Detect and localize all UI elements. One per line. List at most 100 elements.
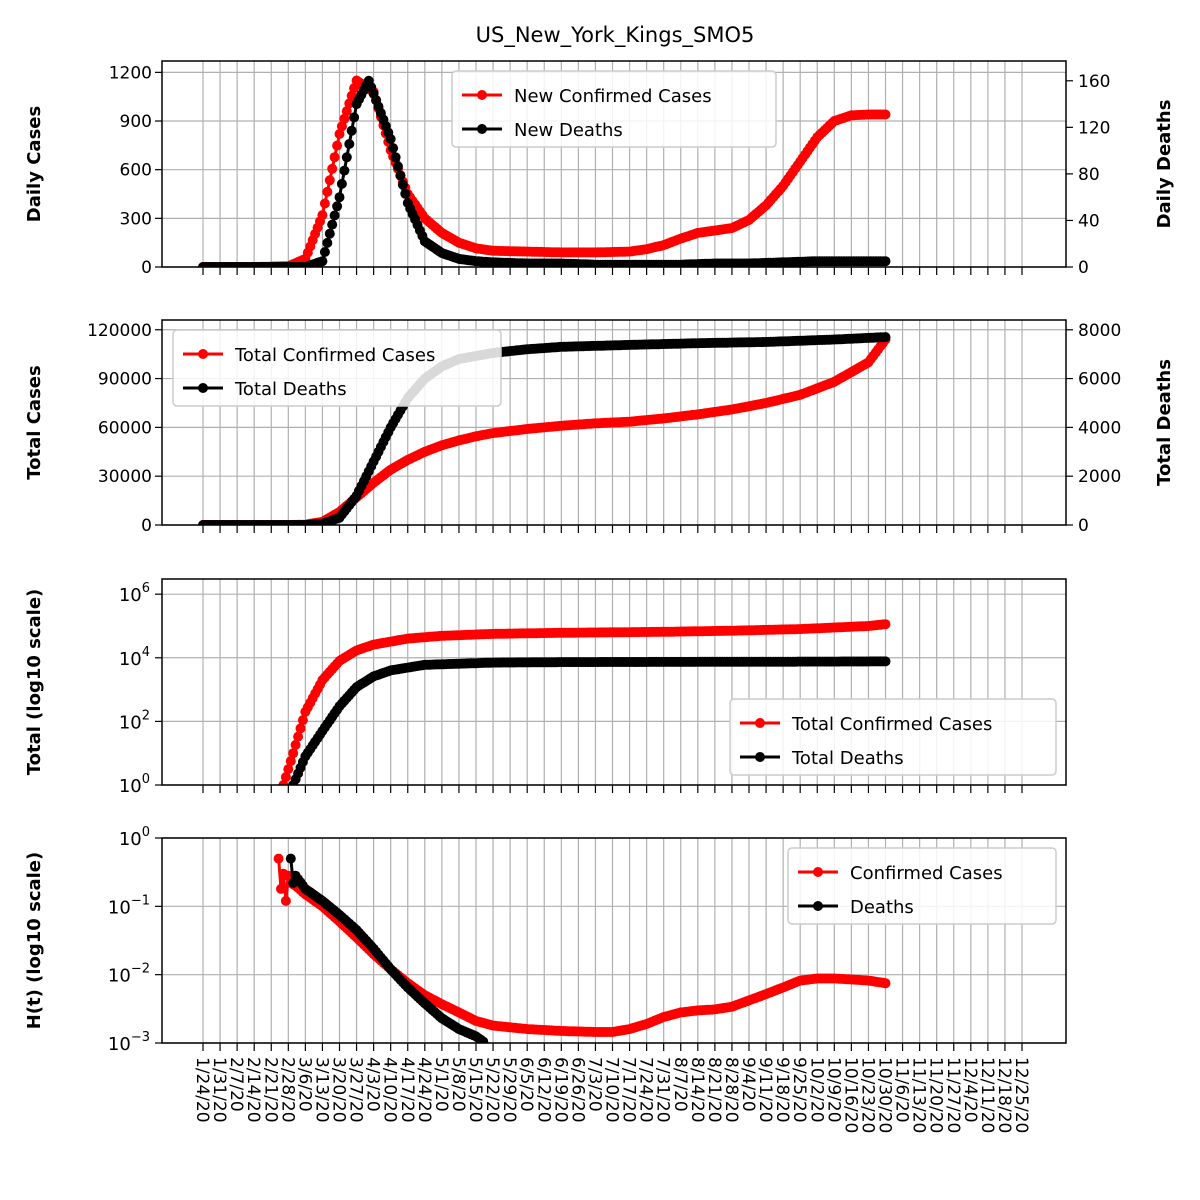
- series-point: [339, 113, 350, 124]
- y-tick-label: 90000: [98, 370, 152, 390]
- series-point: [478, 1036, 489, 1043]
- x-tick-label: 11/20/20: [926, 1057, 946, 1133]
- y-tick-label: 10−2: [108, 962, 150, 987]
- x-tick-label: 4/10/20: [380, 1057, 400, 1123]
- series-point: [322, 237, 333, 248]
- series-point: [344, 98, 355, 109]
- series-group: [273, 853, 891, 1043]
- x-tick-label: 1/24/20: [192, 1057, 212, 1123]
- y-right-tick-label: 0: [1078, 516, 1089, 536]
- y-tick-label: 900: [120, 112, 152, 132]
- series-point: [388, 143, 399, 154]
- series-point: [285, 756, 296, 767]
- y-right-tick-label: 120: [1078, 118, 1110, 138]
- series-point: [324, 175, 335, 186]
- x-tick-label: 3/20/20: [329, 1057, 349, 1123]
- legend-label: Confirmed Cases: [850, 863, 1003, 884]
- x-tick-label: 3/13/20: [311, 1057, 331, 1123]
- legend-label: New Deaths: [514, 120, 623, 141]
- x-tick-label: 12/25/20: [1011, 1057, 1031, 1133]
- x-tick-label: 3/27/20: [346, 1057, 366, 1123]
- y-tick-label: 104: [119, 645, 150, 670]
- y-tick-label: 10−3: [108, 1030, 150, 1055]
- series-point: [332, 140, 343, 151]
- y-tick-label: 1200: [109, 63, 152, 83]
- x-tick-label: 7/17/20: [619, 1057, 639, 1123]
- x-tick-label: 4/24/20: [414, 1057, 434, 1123]
- legend-label: Total Deaths: [234, 379, 347, 400]
- series-point: [339, 165, 350, 176]
- x-tick-label: 5/8/20: [448, 1057, 468, 1112]
- series-point: [327, 163, 338, 174]
- y-right-tick-label: 0: [1078, 258, 1089, 278]
- series-point: [295, 723, 306, 734]
- y-tick-label: 100: [119, 772, 150, 797]
- legend: Total Confirmed Cases Total Deaths: [172, 329, 502, 407]
- series-point: [317, 256, 328, 267]
- series-point: [344, 139, 355, 149]
- x-tick-label: 6/12/20: [533, 1057, 553, 1123]
- legend-box: [451, 70, 777, 148]
- y-tick-label: 0: [141, 258, 152, 278]
- series-point: [395, 170, 406, 181]
- figure-title: US_New_York_Kings_SMO5: [476, 23, 755, 48]
- series-point: [329, 152, 340, 163]
- x-tick-label: 5/1/20: [431, 1057, 451, 1112]
- x-tick-label: 10/30/20: [875, 1057, 895, 1133]
- x-tick-label: 6/5/20: [516, 1057, 536, 1112]
- legend-swatch-marker: [755, 718, 765, 728]
- x-tick-label: 12/11/20: [977, 1057, 997, 1133]
- legend-label: Total Deaths: [791, 748, 904, 769]
- y-right-tick-label: 40: [1078, 211, 1100, 231]
- legend-swatch-marker: [477, 124, 487, 134]
- x-tick-label: 7/3/20: [584, 1057, 604, 1112]
- y-tick-label: 30000: [98, 467, 152, 487]
- legend-swatch-marker: [477, 90, 487, 100]
- x-tick-label: 8/21/20: [704, 1057, 724, 1123]
- x-tick-label: 1/31/20: [209, 1057, 229, 1123]
- legend-swatch-marker: [755, 752, 765, 762]
- series-point: [880, 109, 891, 120]
- series-point: [297, 715, 308, 726]
- series-point: [332, 201, 343, 212]
- series-group: [198, 75, 891, 267]
- x-tick-label: 9/25/20: [789, 1057, 809, 1123]
- series-point: [280, 772, 291, 782]
- x-tick-label: 6/19/20: [550, 1057, 570, 1123]
- x-tick-label: 10/23/20: [857, 1057, 877, 1133]
- legend-box: [787, 847, 1057, 925]
- panel-3: 100 102 104 106 Total (log10 scale) Total Con…: [24, 578, 1067, 797]
- y-axis-label: Total (log10 scale): [24, 589, 45, 776]
- series-point: [880, 256, 891, 267]
- series-point: [336, 121, 347, 132]
- legend: New Confirmed Cases New Deaths: [451, 70, 777, 148]
- panel-4: 10−3 10−2 10−1 100 H(t) (log10 scale) Confirm…: [24, 825, 1067, 1055]
- y-right-tick-label: 4000: [1078, 418, 1121, 438]
- x-tick-label: 2/14/20: [243, 1057, 263, 1123]
- legend-swatch-marker: [198, 383, 208, 393]
- series-point: [324, 228, 335, 239]
- x-tick-label: 8/14/20: [687, 1057, 707, 1123]
- x-tick-label: 12/4/20: [960, 1057, 980, 1123]
- y-tick-label: 300: [120, 209, 152, 229]
- series-point: [390, 152, 401, 163]
- x-tick-label: 2/28/20: [277, 1057, 297, 1123]
- panel-2: 0 30000 60000 90000 120000 0 2000 4000 6000 8000 T…: [24, 319, 1175, 536]
- y-tick-label: 60000: [98, 418, 152, 438]
- y-right-tick-label: 160: [1078, 72, 1110, 92]
- y-right-axis-label: Total Deaths: [1154, 359, 1175, 486]
- series-point: [341, 152, 352, 163]
- series-point: [288, 748, 299, 759]
- series-point: [276, 883, 286, 894]
- axes-frame: [161, 837, 1067, 1044]
- x-tick-label: 9/18/20: [772, 1057, 792, 1123]
- y-right-tick-label: 80: [1078, 165, 1100, 185]
- series-point: [327, 219, 338, 230]
- x-tick-label: 7/24/20: [636, 1057, 656, 1123]
- x-tick-label: 10/2/20: [806, 1057, 826, 1123]
- series-point: [336, 178, 347, 189]
- series-point: [319, 247, 330, 257]
- series-point: [880, 978, 891, 989]
- series-point: [290, 739, 301, 750]
- series-point: [880, 656, 891, 667]
